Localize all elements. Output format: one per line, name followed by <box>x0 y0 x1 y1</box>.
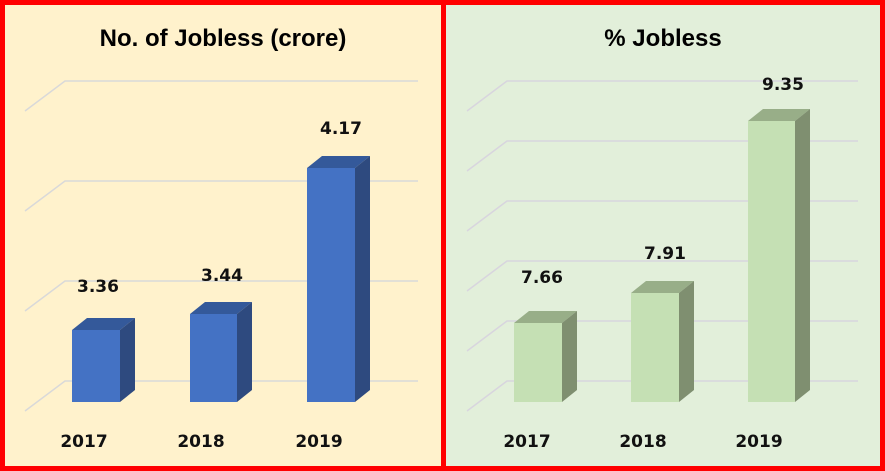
jobless-count-chart-panel: 3.36 3.44 4.17 2017 2018 2019 No. of Job… <box>0 0 446 471</box>
chart-title: No. of Jobless (crore) <box>99 25 347 52</box>
bar-2019 <box>307 156 370 402</box>
gridlines <box>24 80 418 412</box>
x-tick-2019: 2019 <box>295 432 342 452</box>
gridlines <box>466 80 858 412</box>
bar-2019 <box>748 109 810 402</box>
x-tick-2019: 2019 <box>735 432 782 452</box>
data-label-2017: 7.66 <box>521 268 563 288</box>
bar-2018 <box>631 281 694 402</box>
x-tick-2018: 2018 <box>619 432 666 452</box>
jobless-percent-chart-plot: 7.66 7.91 9.35 2017 2018 2019 <box>466 75 858 452</box>
data-label-2019: 4.17 <box>320 119 362 139</box>
x-tick-2017: 2017 <box>60 432 107 452</box>
jobless-percent-chart-panel: 7.66 7.91 9.35 2017 2018 2019 % Jobless <box>441 0 885 471</box>
bar-2018 <box>190 302 252 402</box>
x-tick-2017: 2017 <box>503 432 550 452</box>
jobless-count-chart-plot: 3.36 3.44 4.17 2017 2018 2019 <box>24 80 418 452</box>
chart-title: % Jobless <box>604 25 722 52</box>
bar-2017 <box>72 318 135 402</box>
data-label-2017: 3.36 <box>77 277 119 297</box>
data-label-2018: 3.44 <box>201 266 243 286</box>
x-tick-2018: 2018 <box>177 432 224 452</box>
bar-2017 <box>514 311 577 402</box>
data-label-2019: 9.35 <box>762 75 804 95</box>
data-label-2018: 7.91 <box>644 244 686 264</box>
